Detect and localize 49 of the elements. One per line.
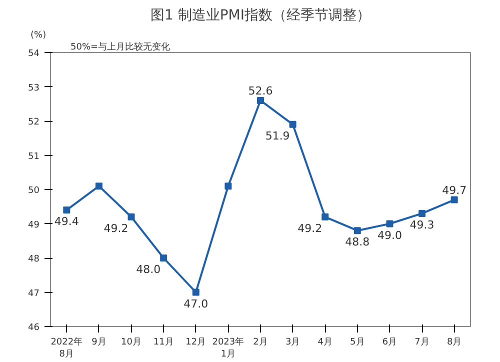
point	[450, 196, 458, 204]
y-tick-label: 51	[28, 152, 40, 162]
point	[418, 210, 426, 217]
point	[160, 254, 168, 262]
y-tick-label: 47	[28, 288, 40, 299]
data-label: 51.9	[265, 129, 290, 142]
point	[289, 120, 296, 128]
data-label: 52.6	[248, 84, 273, 98]
x-tick-label: 11月	[153, 338, 174, 348]
data-label: 47.0	[184, 297, 208, 310]
data-label: 48.0	[136, 263, 161, 276]
point	[95, 182, 102, 190]
x-tick-label: 5月	[350, 338, 365, 348]
y-tick-label: 46	[28, 323, 40, 333]
x-tick-label: 12月	[186, 338, 206, 348]
data-label: 49.2	[104, 222, 128, 235]
chart-title: 图1 制造业PMI指数（经季节调整）	[150, 8, 371, 24]
data-label: 49.0	[377, 228, 402, 242]
point	[128, 213, 135, 220]
x-tick-label: 4月	[318, 338, 332, 348]
text: 50%=与上月比较无变化	[70, 42, 170, 52]
data-label: 49.7	[442, 184, 467, 197]
x-tick-label: 10月	[121, 338, 142, 348]
data-label: 49.3	[410, 218, 434, 232]
y-tick-label: 53	[28, 83, 40, 94]
x-tick-label: 9月	[92, 338, 106, 348]
data-label: 49.4	[54, 215, 79, 228]
point	[63, 206, 70, 214]
y-tick-label: 54	[28, 49, 40, 59]
y-axis-title: (%)	[30, 30, 46, 40]
x-tick-label: 6月	[382, 338, 398, 348]
point	[257, 96, 264, 104]
data-label: 48.8	[345, 236, 370, 249]
y-tick-label: 50	[28, 186, 40, 196]
point	[192, 288, 200, 296]
y-tick-label: 49	[28, 220, 40, 230]
x-tick-label: 8月	[446, 338, 462, 348]
point	[354, 227, 361, 234]
x-tick-label: 3月	[285, 338, 300, 348]
point	[322, 213, 329, 220]
point	[386, 220, 394, 228]
data-label: 49.2	[298, 222, 322, 235]
y-tick-label: 52	[28, 118, 40, 128]
x-tick-label: 2月	[253, 338, 268, 348]
x-tick-label: 7月	[414, 338, 430, 348]
y-tick-label: 48	[28, 254, 40, 264]
point	[224, 182, 232, 190]
x-tick-label: 2023年 1月	[212, 336, 244, 360]
x-tick-label: 2022年 8月	[50, 336, 83, 360]
